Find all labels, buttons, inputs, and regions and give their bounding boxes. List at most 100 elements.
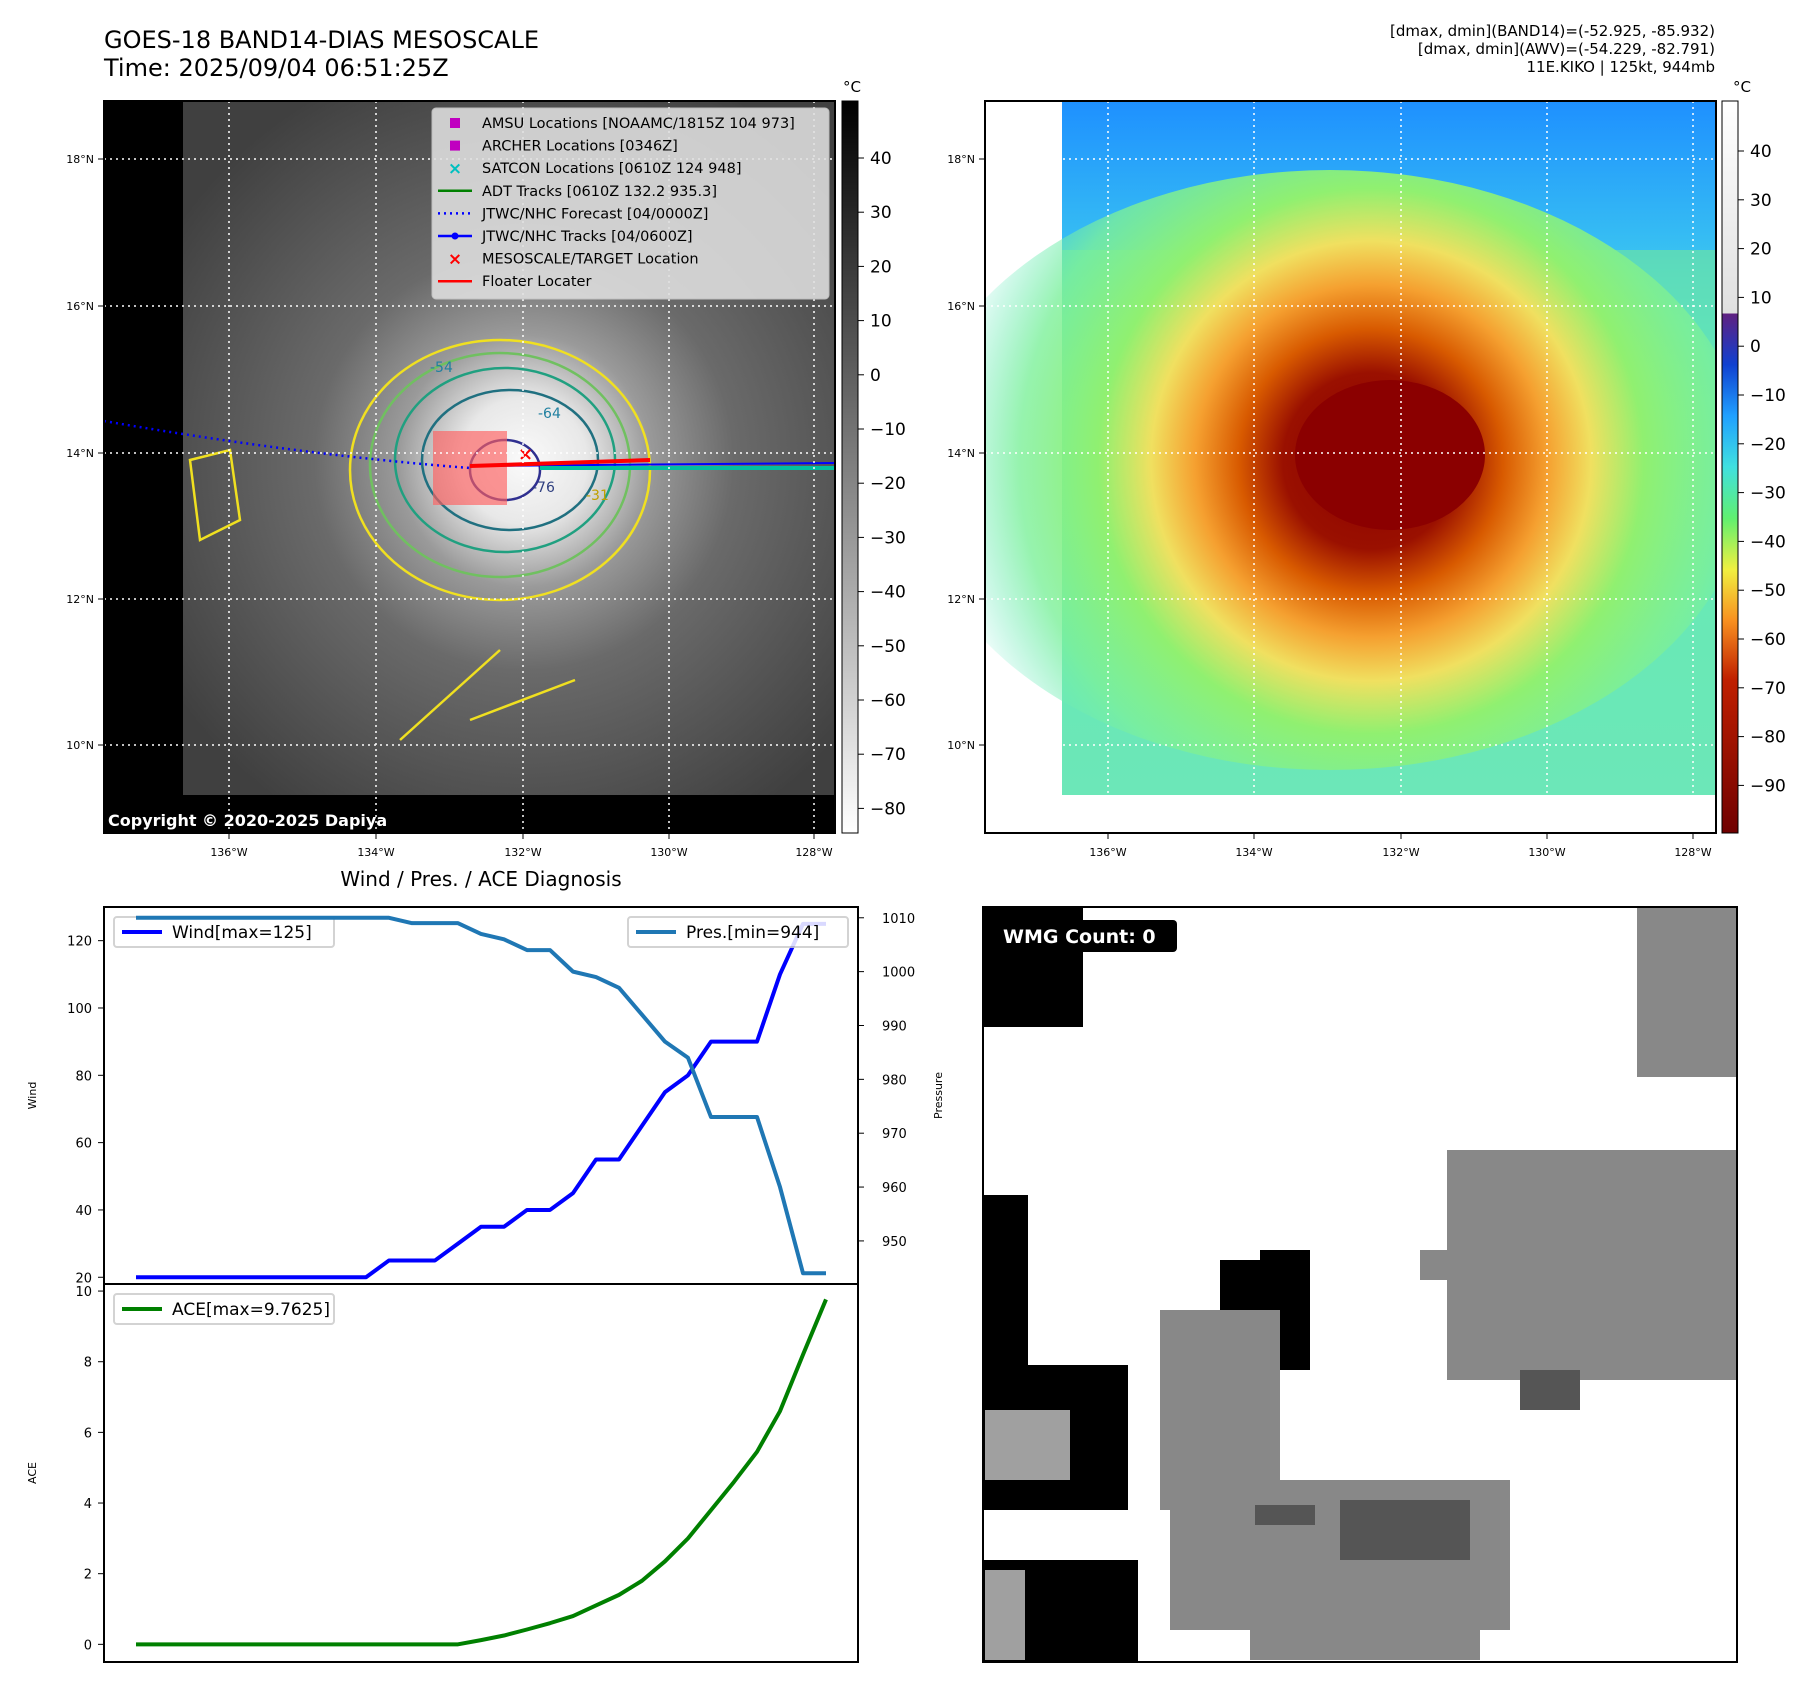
legend-square-icon bbox=[450, 118, 460, 128]
y2-tick-label: 970 bbox=[882, 1127, 907, 1142]
wmg-cell bbox=[985, 1570, 1025, 1660]
colorbar-tick-label: −90 bbox=[1750, 776, 1786, 796]
legend-x-icon: × bbox=[448, 250, 462, 270]
colorbar-tick-label: −50 bbox=[870, 637, 906, 657]
info-awv: [dmax, dmin](AWV)=(-54.229, -82.791) bbox=[1417, 40, 1715, 58]
info-panel: [dmax, dmin](BAND14)=(-52.925, -85.932) … bbox=[1390, 22, 1715, 76]
colorbar-tick-label: −60 bbox=[870, 691, 906, 711]
wmg-cell bbox=[1160, 1310, 1280, 1510]
wind-pressure-chart: 20 40 60 80 100 120 Wind 950 960 970 980 990 1000 101… bbox=[26, 906, 945, 1286]
legend-square-icon bbox=[450, 140, 460, 151]
colorbar-tick-label: 0 bbox=[1750, 337, 1761, 357]
series-line-1 bbox=[136, 915, 826, 1276]
target-marker-icon: × bbox=[518, 444, 533, 465]
y2-tick-label: 1010 bbox=[882, 912, 915, 927]
y-tick-label: 120 bbox=[67, 935, 92, 950]
figure-title: GOES-18 BAND14-DIAS MESOSCALE bbox=[104, 26, 540, 54]
colorbar-tick-label: −50 bbox=[1750, 581, 1786, 601]
colorbar-tick-label: −40 bbox=[1750, 532, 1786, 552]
wmg-cell bbox=[1637, 907, 1737, 1077]
y-tick-label: 20 bbox=[75, 1271, 92, 1286]
legend-label: ACE[max=9.7625] bbox=[172, 1300, 330, 1320]
legend-label: ADT Tracks [0610Z 132.2 935.3] bbox=[482, 184, 717, 200]
lon-tick-label: 130°W bbox=[650, 846, 687, 859]
colorbar-tick-label: 10 bbox=[870, 312, 892, 332]
lon-tick-label: 132°W bbox=[1382, 846, 1419, 859]
wmg-cell bbox=[1520, 1370, 1580, 1410]
y-tick-label: 100 bbox=[67, 1002, 92, 1017]
colorbar-tick-label: −30 bbox=[1750, 484, 1786, 504]
y-axis-label: Wind bbox=[26, 1082, 39, 1110]
lat-tick-label: 10°N bbox=[66, 739, 94, 752]
colorbar-tick-label: −10 bbox=[870, 420, 906, 440]
colorbar-tick-label: −60 bbox=[1750, 630, 1786, 650]
legend-dot-icon bbox=[451, 232, 459, 240]
lat-tick-label: 16°N bbox=[947, 300, 975, 313]
floater-track bbox=[469, 458, 651, 468]
colorbar-tick-label: −10 bbox=[1750, 386, 1786, 406]
contour-label: -31 bbox=[586, 488, 609, 504]
wmg-cell bbox=[1420, 1250, 1460, 1280]
colorbar-gray bbox=[841, 100, 859, 834]
map-axis-ticks: 18°N 16°N 14°N 12°N 10°N 136°W 134°W 132°W 130°W… bbox=[66, 153, 833, 859]
legend-label: Pres.[min=944] bbox=[686, 923, 819, 943]
legend-label: Wind[max=125] bbox=[172, 923, 312, 943]
wmg-cell bbox=[985, 1410, 1070, 1480]
lat-tick-label: 12°N bbox=[66, 593, 94, 606]
legend-label: ARCHER Locations [0346Z] bbox=[482, 139, 678, 155]
color-enhanced-map-panel bbox=[985, 101, 1716, 833]
colorbar-tick-label: 30 bbox=[1750, 191, 1772, 211]
y-tick-label: 80 bbox=[75, 1069, 92, 1084]
legend-label: JTWC/NHC Tracks [04/0600Z] bbox=[481, 229, 693, 245]
wmg-cell bbox=[1255, 1505, 1315, 1525]
y-tick-label: 0 bbox=[84, 1638, 92, 1653]
lat-tick-label: 12°N bbox=[947, 593, 975, 606]
colorbar-tick-label: 20 bbox=[1750, 240, 1772, 260]
y-tick-label: 2 bbox=[84, 1568, 92, 1583]
wmg-count-text: WMG Count: 0 bbox=[1003, 926, 1156, 948]
colorbar-tick-label: 30 bbox=[870, 203, 892, 223]
copyright-text: Copyright © 2020-2025 Dapiya bbox=[108, 811, 387, 830]
wmg-panel bbox=[983, 907, 1737, 1662]
series-line-0 bbox=[136, 1298, 828, 1647]
colorbar-tick-label: 40 bbox=[1750, 142, 1772, 162]
colorbar-tick-label: −70 bbox=[870, 745, 906, 765]
y-tick-label: 4 bbox=[84, 1497, 92, 1512]
y-tick-label: 6 bbox=[84, 1426, 92, 1441]
colorbar-unit: °C bbox=[1733, 78, 1751, 96]
wmg-cell bbox=[1250, 1560, 1480, 1660]
lon-tick-label: 132°W bbox=[504, 846, 541, 859]
lon-tick-label: 128°W bbox=[795, 846, 832, 859]
colorbar-tick-label: −80 bbox=[1750, 728, 1786, 748]
legend-box bbox=[627, 916, 849, 948]
colorbar-unit: °C bbox=[843, 78, 861, 96]
wmg-cell bbox=[1447, 1150, 1737, 1380]
lat-tick-label: 18°N bbox=[947, 153, 975, 166]
colorbar-tick-label: −70 bbox=[1750, 679, 1786, 699]
lon-tick-label: 130°W bbox=[1528, 846, 1565, 859]
info-storm: 11E.KIKO | 125kt, 944mb bbox=[1526, 58, 1715, 76]
lon-tick-label: 134°W bbox=[357, 846, 394, 859]
ir-map-panel: -54 -64 -76 -31 × AMSU Locations [NOAAMC… bbox=[104, 101, 835, 833]
legend-box bbox=[113, 1293, 335, 1325]
contour-label: -64 bbox=[538, 406, 561, 422]
wmg-cell bbox=[1340, 1500, 1470, 1560]
colorbar-tick-label: −20 bbox=[870, 474, 906, 494]
colorbar-color bbox=[1721, 100, 1739, 834]
colorbar-tick-label: 20 bbox=[870, 257, 892, 277]
lat-tick-label: 14°N bbox=[947, 447, 975, 460]
wmg-count-badge bbox=[993, 920, 1177, 952]
lat-tick-label: 10°N bbox=[947, 739, 975, 752]
y-tick-label: 60 bbox=[75, 1137, 92, 1152]
lon-tick-label: 128°W bbox=[1674, 846, 1711, 859]
colorbar-tick-label: −40 bbox=[870, 583, 906, 603]
y2-tick-label: 980 bbox=[882, 1073, 907, 1088]
y2-tick-label: 950 bbox=[882, 1235, 907, 1250]
colorbar-tick-label: 0 bbox=[870, 366, 881, 386]
legend-label: AMSU Locations [NOAAMC/1815Z 104 973] bbox=[482, 116, 795, 132]
lon-tick-label: 136°W bbox=[1089, 846, 1126, 859]
colorbar-tick-label: 10 bbox=[1750, 288, 1772, 308]
contour-label: -76 bbox=[532, 480, 555, 496]
legend-box bbox=[431, 107, 830, 300]
